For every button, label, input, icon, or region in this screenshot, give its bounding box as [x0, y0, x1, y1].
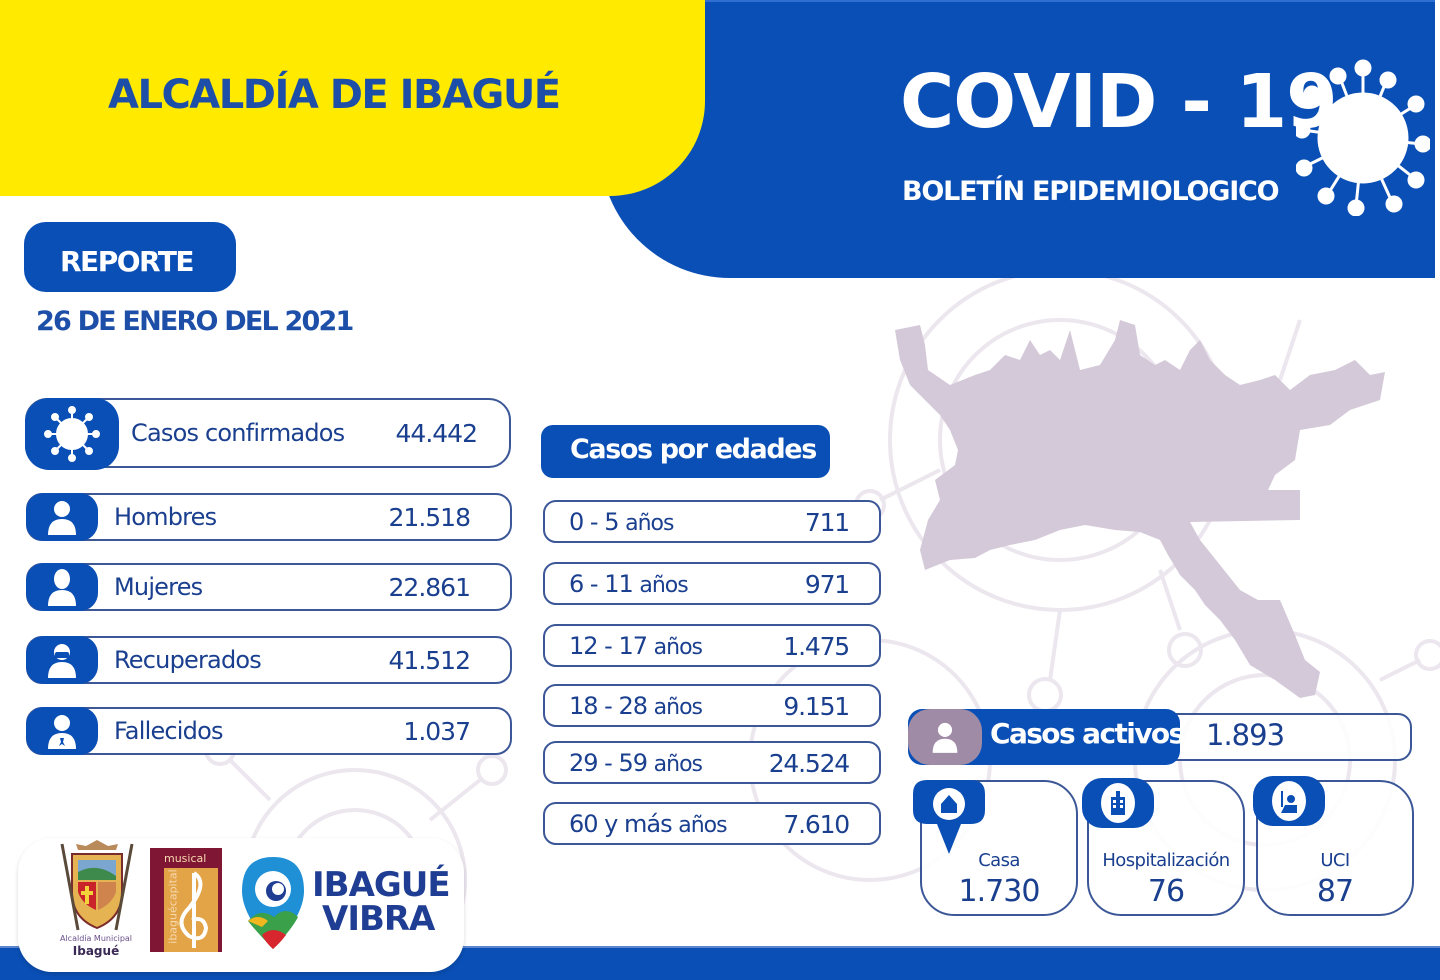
card-label: Casa	[978, 850, 1020, 871]
age-range-label: 6 - 11 años	[569, 570, 689, 598]
age-section-title: Casos por edades	[570, 434, 817, 465]
age-range-label: 18 - 28 años	[569, 692, 703, 720]
subtitle: BOLETÍN EPIDEMIOLOGICO	[902, 176, 1280, 207]
virus-icon	[25, 398, 119, 470]
header-blue-banner	[600, 0, 1440, 278]
age-row: 12 - 17 años 1.475	[543, 624, 881, 667]
stat-label: Mujeres	[114, 573, 203, 601]
report-date: 26 DE ENERO DEL 2021	[36, 306, 354, 337]
report-label: REPORTE	[60, 245, 195, 278]
stat-women: Mujeres 22.861	[26, 563, 512, 611]
age-row: 18 - 28 años 9.151	[543, 684, 881, 727]
org-title: ALCALDÍA DE IBAGUÉ	[108, 72, 561, 118]
stat-value: 1.037	[403, 717, 471, 746]
musical-capital-logo-panel	[164, 868, 218, 952]
stat-value: 22.861	[388, 573, 471, 602]
coat-caption-line2: Ibagué	[72, 944, 120, 958]
active-cases-value: 1.893	[1206, 718, 1285, 752]
age-section-header	[541, 425, 830, 478]
age-row: 60 y más años 7.610	[543, 802, 881, 845]
coat-caption-line1: Alcaldía Municipal	[59, 934, 133, 943]
person-icon	[908, 709, 982, 765]
ibague-map-silhouette	[895, 320, 1385, 698]
stat-men: Hombres 21.518	[26, 493, 512, 541]
man-icon	[26, 493, 98, 541]
card-label: Hospitalización	[1102, 850, 1230, 871]
age-value: 7.610	[783, 810, 850, 839]
age-value: 711	[804, 508, 850, 537]
stat-recovered: Recuperados 41.512	[26, 636, 512, 684]
header-yellow-banner	[0, 0, 705, 196]
icu-bed-icon	[1253, 776, 1325, 826]
musical-logo-top-text: musical	[164, 852, 207, 865]
age-value: 1.475	[783, 632, 850, 661]
age-value: 9.151	[783, 692, 850, 721]
treble-clef-icon	[179, 871, 209, 948]
stat-label: Fallecidos	[114, 717, 224, 745]
virus-icon	[1296, 59, 1430, 216]
card-value: 1.730	[958, 874, 1041, 909]
hospital-icon	[1082, 778, 1154, 828]
right-edge-strip	[1435, 0, 1440, 278]
stat-value: 44.442	[395, 419, 478, 448]
masked-person-icon	[26, 636, 98, 684]
house-pin-icon	[913, 780, 985, 854]
age-value: 971	[804, 570, 850, 599]
vibra-logo-line1: IBAGUÉ	[312, 865, 451, 905]
age-row: 6 - 11 años 971	[543, 562, 881, 605]
active-cases-label: Casos activos	[990, 717, 1185, 750]
coat-of-arms-logo	[60, 840, 134, 931]
age-range-label: 0 - 5 años	[569, 508, 674, 536]
card-value: 87	[1316, 874, 1354, 909]
card-value: 76	[1147, 874, 1185, 909]
card-label: UCI	[1320, 850, 1350, 871]
report-pill	[24, 222, 236, 292]
main-title: COVID - 19	[900, 59, 1338, 145]
stat-confirmed: Casos confirmados 44.442	[25, 398, 511, 470]
woman-icon	[26, 563, 98, 611]
age-row: 0 - 5 años 711	[543, 500, 881, 543]
age-row: 29 - 59 años 24.524	[543, 741, 881, 784]
age-value: 24.524	[768, 749, 850, 778]
ibague-vibra-pin-logo	[242, 857, 304, 949]
person-ribbon-icon	[26, 707, 98, 755]
stat-label: Casos confirmados	[131, 419, 345, 447]
vibra-logo-line2: VIBRA	[322, 899, 435, 939]
age-range-label: 60 y más años	[569, 810, 728, 838]
age-range-label: 29 - 59 años	[569, 749, 703, 777]
stat-label: Recuperados	[114, 646, 262, 674]
stat-value: 41.512	[388, 646, 471, 675]
age-range-label: 12 - 17 años	[569, 632, 703, 660]
musical-logo-side-text: ibaguécapital	[166, 869, 180, 944]
stat-value: 21.518	[388, 503, 471, 532]
stat-deceased: Fallecidos 1.037	[26, 707, 512, 755]
stat-label: Hombres	[114, 503, 217, 531]
